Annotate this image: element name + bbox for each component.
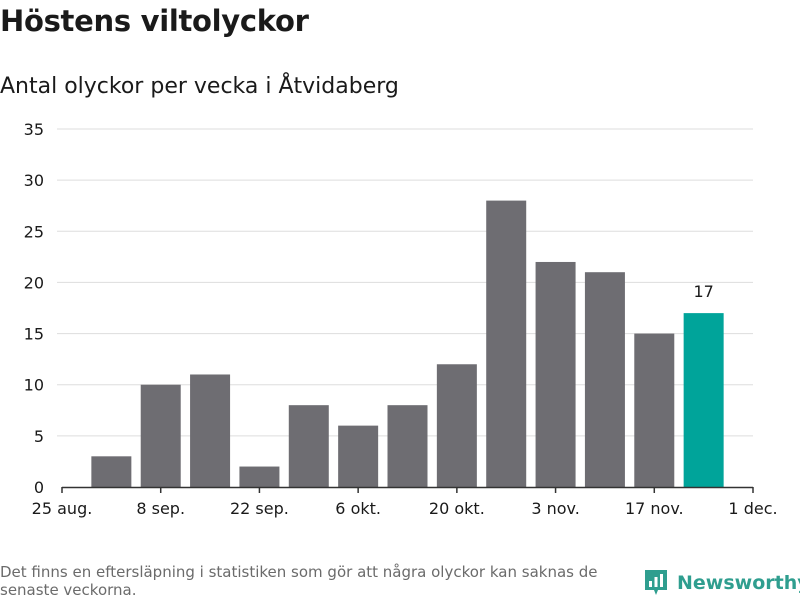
bar (338, 425, 379, 487)
bar (387, 405, 428, 487)
bar (190, 374, 231, 487)
x-tick-label: 17 nov. (625, 499, 684, 518)
bar (288, 405, 329, 487)
bar (584, 272, 625, 487)
brand-logo: Newsworthy (643, 568, 800, 598)
x-tick-label: 20 okt. (429, 499, 485, 518)
brand-name: Newsworthy (677, 572, 800, 594)
bar-highlight (683, 313, 724, 487)
bar (634, 333, 675, 487)
x-tick-label: 22 sep. (230, 499, 289, 518)
bar (486, 200, 527, 487)
data-label: 17 (693, 282, 713, 301)
newsworthy-icon (645, 570, 667, 595)
y-tick-label: 0 (34, 478, 44, 497)
y-tick-label: 25 (24, 222, 44, 241)
x-tick-label: 3 nov. (531, 499, 580, 518)
chart-title: Höstens viltolyckor (0, 4, 309, 38)
y-tick-label: 20 (24, 273, 44, 292)
y-tick-label: 15 (24, 325, 44, 344)
y-tick-label: 10 (24, 376, 44, 395)
bar (239, 466, 280, 487)
chart-subtitle: Antal olyckor per vecka i Åtvidaberg (0, 74, 399, 99)
x-tick-label: 25 aug. (32, 499, 93, 518)
bar (535, 261, 576, 487)
bar (140, 384, 181, 487)
x-tick-label: 1 dec. (728, 499, 777, 518)
x-tick-label: 8 sep. (136, 499, 185, 518)
bar (91, 456, 132, 487)
bar-chart: 0 5 10 15 20 25 30 35 25 aug. 8 sep. 22 sep. 6 okt… (24, 120, 778, 518)
bar (436, 364, 477, 487)
footnote: Det finns en eftersläpning i statistiken… (0, 563, 598, 599)
y-tick-label: 5 (34, 427, 44, 446)
x-tick-label: 6 okt. (335, 499, 381, 518)
y-tick-label: 35 (24, 120, 44, 139)
y-tick-label: 30 (24, 171, 44, 190)
